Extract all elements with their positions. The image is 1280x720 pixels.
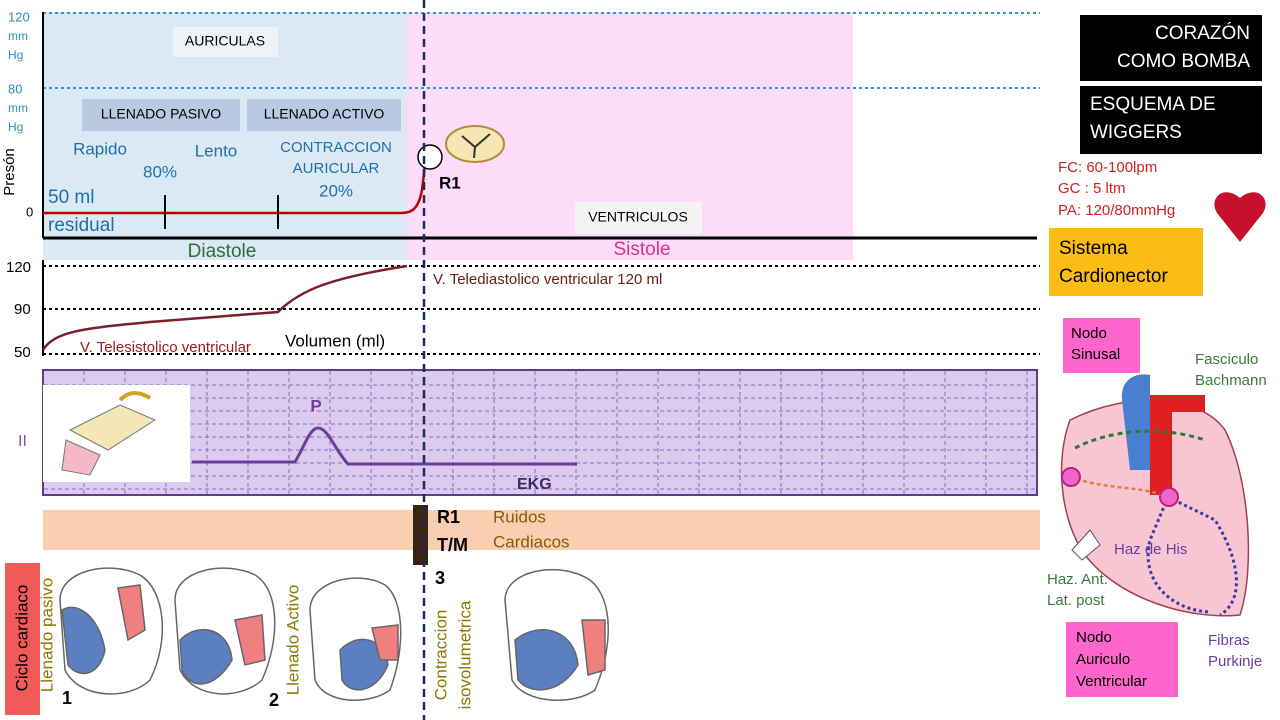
label: Fasciculo — [1195, 351, 1258, 368]
ekg-wave — [192, 426, 577, 466]
label: Purkinje — [1208, 653, 1262, 670]
tick-label: 120 — [6, 259, 31, 276]
label-box — [575, 202, 702, 234]
label-box — [173, 27, 278, 57]
label: Ventricular — [1076, 673, 1147, 690]
label: Ciclo cardiaco — [12, 585, 31, 692]
label: Sistema — [1059, 238, 1128, 259]
label: V. Telesistolico ventricular — [80, 339, 251, 356]
label: Bachmann — [1195, 372, 1267, 389]
label: Cardiacos — [493, 532, 570, 551]
label: Fibras — [1208, 632, 1250, 649]
tick-label: 120 — [8, 9, 30, 24]
valve-circle — [417, 144, 443, 170]
pressure-curve — [43, 164, 427, 215]
label: Auriculo — [1076, 651, 1130, 668]
tick-label: 50 — [14, 344, 31, 361]
heart-icon — [1214, 192, 1266, 242]
sound-mark — [413, 505, 428, 565]
stat: FC: 60-100lpm — [1058, 159, 1157, 176]
tick-label: 0 — [26, 204, 33, 219]
label: 80% — [143, 162, 177, 181]
label: II — [18, 433, 27, 450]
tick-label: 80 — [8, 81, 22, 96]
stat: PA: 120/80mmHg — [1058, 202, 1175, 219]
label: Nodo — [1076, 629, 1112, 646]
label: V. Telediastolico ventricular 120 ml — [433, 271, 662, 288]
label: VENTRICULOS — [588, 209, 688, 225]
stat: GC : 5 ltm — [1058, 180, 1126, 197]
node-box — [1063, 318, 1140, 373]
label: Rapido — [73, 139, 127, 158]
label: AURICULAR — [293, 160, 380, 177]
label: residual — [48, 215, 115, 236]
label: Ruidos — [493, 507, 546, 526]
title-box — [1080, 15, 1262, 81]
label: CONTRACCION — [280, 139, 392, 156]
label-box — [247, 99, 401, 131]
label: 20% — [319, 181, 353, 200]
subtitle: ESQUEMA DE — [1090, 94, 1216, 115]
label: Haz. Ant. — [1047, 571, 1108, 588]
label-box — [82, 99, 240, 131]
label: 2 — [269, 690, 279, 710]
subtitle-box — [1080, 86, 1262, 154]
label: Diastole — [188, 241, 257, 262]
label: R1 — [437, 507, 460, 527]
label: Llenado Activo — [283, 585, 302, 696]
label: 1 — [62, 688, 72, 708]
conduction-heart — [1060, 374, 1250, 617]
label: Lat. post — [1047, 592, 1105, 609]
node-box — [1066, 622, 1178, 697]
title: COMO BOMBA — [1117, 51, 1250, 72]
label: Llenado pasivo — [37, 578, 56, 692]
monitor-image — [68, 404, 157, 451]
ekg-grid — [44, 371, 1036, 494]
tick-label: Hg — [8, 120, 23, 134]
monitor-image — [61, 439, 101, 476]
label: AURICULAS — [185, 33, 265, 49]
label: isovolumetrica — [455, 600, 474, 709]
axis-label: Presón — [1, 148, 18, 196]
monitor-image — [118, 391, 152, 402]
label: 3 — [435, 568, 445, 588]
valve-icon — [461, 133, 491, 159]
label: EKG — [517, 476, 552, 493]
label: Cardionector — [1059, 266, 1168, 287]
label: 50 ml — [48, 187, 94, 208]
label: Nodo — [1071, 325, 1107, 342]
label: Haz de His — [1114, 541, 1187, 558]
label: Lento — [195, 141, 238, 160]
label: T/M — [437, 535, 468, 555]
sounds-band — [43, 510, 1040, 550]
label: Sistole — [613, 239, 670, 260]
label: Sinusal — [1071, 346, 1120, 363]
tick-label: 90 — [14, 301, 31, 318]
tick-label: Hg — [8, 48, 23, 62]
label: LLENADO ACTIVO — [264, 106, 385, 122]
cycle-label-box — [5, 563, 40, 715]
subtitle: WIGGERS — [1090, 122, 1182, 143]
label: LLENADO PASIVO — [101, 106, 221, 122]
heart-sketches — [59, 567, 609, 701]
volume-curve — [41, 264, 408, 351]
title: CORAZÓN — [1155, 22, 1250, 44]
label: Volumen (ml) — [285, 331, 385, 350]
tick-label: mm — [8, 29, 28, 43]
tick-label: mm — [8, 101, 28, 115]
label: Contraccion — [431, 610, 450, 701]
system-box — [1049, 228, 1203, 296]
label: P — [310, 396, 321, 415]
label: R1 — [439, 173, 461, 192]
